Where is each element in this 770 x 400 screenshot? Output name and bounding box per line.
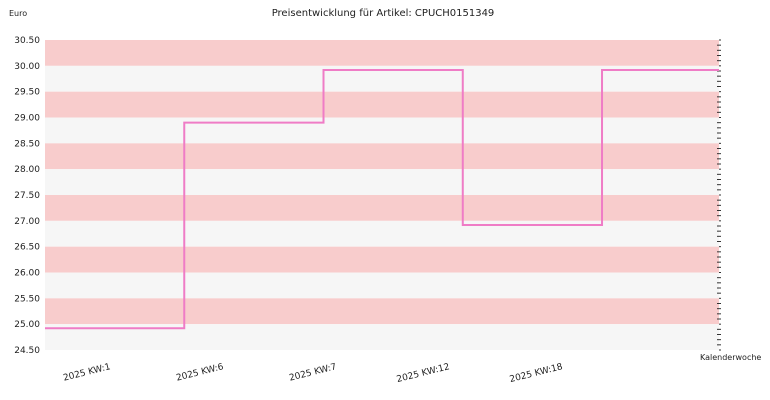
- y-tick-label: 25.00: [14, 320, 40, 330]
- y-tick-label: 27.00: [14, 217, 40, 227]
- grid-band: [45, 220, 719, 247]
- grid-band: [45, 195, 719, 221]
- y-tick-label: 26.50: [14, 243, 40, 253]
- grid-band: [45, 298, 719, 325]
- y-tick-label: 28.00: [14, 165, 40, 175]
- y-tick-label: 24.50: [14, 346, 40, 356]
- grid-band: [45, 143, 719, 170]
- x-tick-label: 2025 KW:18: [509, 362, 564, 385]
- y-tick-label: 27.50: [14, 191, 40, 201]
- x-tick-label: 2025 KW:12: [396, 362, 451, 385]
- grid-band: [45, 40, 719, 66]
- y-tick-label: 26.00: [14, 269, 40, 279]
- y-tick-label: 30.50: [14, 36, 40, 46]
- chart-title: Preisentwicklung für Artikel: CPUCH01513…: [272, 8, 495, 19]
- grid-band: [45, 272, 719, 299]
- x-tick-label: 2025 KW:7: [288, 362, 337, 383]
- grid-band: [45, 91, 719, 118]
- y-tick-label: 28.50: [14, 139, 40, 149]
- grid-band: [45, 117, 719, 144]
- y-tick-label: 30.00: [14, 62, 40, 72]
- y-tick-label: 25.50: [14, 294, 40, 304]
- grid-band: [45, 169, 719, 195]
- plot-area: 30.50 30.00 29.50 29.00 28.50 28.00 27.50 27.00…: [14, 36, 721, 385]
- data-point: [183, 122, 185, 124]
- x-axis-label: Kalenderwoche: [700, 353, 761, 362]
- data-point: [601, 69, 603, 71]
- data-point: [323, 69, 325, 71]
- y-axis-label: Euro: [9, 9, 27, 18]
- y-tick-label: 29.00: [14, 114, 40, 124]
- x-tick-label: 2025 KW:6: [175, 362, 225, 383]
- grid-band: [45, 246, 719, 273]
- x-tick-label: 2025 KW:1: [62, 362, 111, 383]
- price-series-line: [45, 68, 719, 330]
- data-point: [462, 224, 464, 226]
- data-point: [44, 327, 46, 329]
- y-tick-label: 29.50: [14, 88, 40, 98]
